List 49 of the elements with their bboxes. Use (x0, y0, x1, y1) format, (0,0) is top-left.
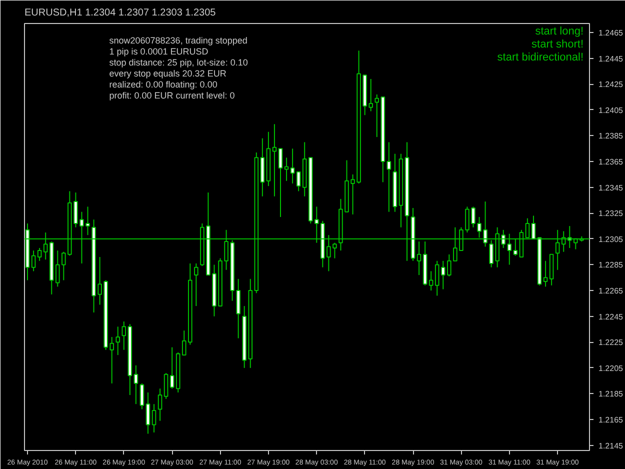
y-tick-label: 1.2165 (598, 416, 624, 425)
candlestick (146, 392, 150, 434)
annotation: realized: 0.00 floating: 0.00 (109, 80, 218, 90)
y-tick-label: 1.2445 (598, 54, 624, 64)
y-tick-label: 1.2225 (598, 338, 624, 348)
annotation: start short! (532, 38, 584, 50)
annotation: every stop equals 20.32 EUR (109, 68, 227, 78)
annotation: snow2060788236, trading stopped (109, 36, 248, 46)
annotation: 1 pip is 0.0001 EURUSD (109, 46, 209, 56)
candlestick (37, 247, 42, 262)
candlestick (122, 320, 126, 350)
candlestick (290, 148, 295, 184)
candlestick (170, 346, 174, 390)
candlestick (152, 404, 156, 433)
chart-title: EURUSD,H1 1.2304 1.2307 1.2303 1.2305 (24, 8, 216, 18)
candlestick (31, 250, 36, 272)
y-tick-label: 1.2285 (598, 260, 624, 270)
candlestick (164, 372, 168, 400)
y-tick-label: 1.2365 (598, 158, 624, 167)
candlestick (272, 124, 277, 197)
y-tick-label: 1.2205 (598, 364, 624, 373)
y-tick-label: 1.2325 (598, 209, 624, 218)
candlestick (386, 142, 392, 212)
candlestick (284, 157, 289, 182)
y-tick-label: 1.2305 (598, 234, 624, 244)
y-tick-label: 1.2245 (598, 312, 624, 322)
candlestick (416, 241, 422, 276)
candlestick (236, 278, 240, 339)
candlestick (116, 326, 120, 356)
y-tick-label: 1.2145 (598, 441, 624, 450)
y-tick-label: 1.2425 (598, 80, 624, 90)
annotation: start bidirectional! (497, 52, 584, 64)
y-tick-label: 1.2185 (598, 390, 624, 399)
annotation: start long! (535, 26, 584, 38)
annotation: stop distance: 25 pip, lot-size: 0.10 (109, 58, 248, 68)
candlestick (278, 148, 283, 218)
candlestick (296, 171, 301, 192)
y-tick-label: 1.2405 (598, 106, 624, 115)
y-tick-label: 1.2345 (598, 183, 624, 192)
candlestick (428, 270, 434, 292)
y-tick-label: 1.2385 (598, 132, 624, 141)
candlestick (194, 262, 198, 307)
candlestick (158, 388, 162, 422)
y-tick-label: 1.2265 (598, 286, 624, 296)
candlestick (140, 382, 144, 410)
y-tick-label: 1.2465 (598, 28, 624, 38)
candlestick (543, 260, 548, 288)
annotation: profit: 0.00 EUR current level: 0 (109, 90, 235, 100)
candlestick (134, 364, 138, 405)
